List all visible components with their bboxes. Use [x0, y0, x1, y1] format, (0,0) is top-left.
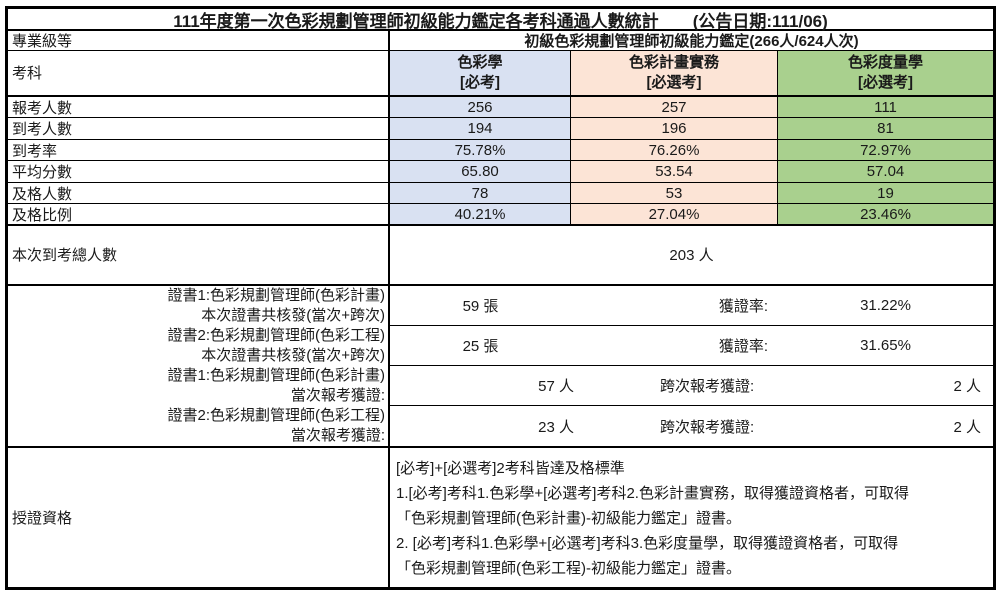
cell-value: 65.80: [390, 161, 571, 182]
cell-value: 57.04: [778, 161, 993, 182]
cert-label: 證書2:色彩規劃管理師(色彩工程) 本次證書共核發(當次+跨次): [8, 325, 390, 366]
cross-session-value: 2 人: [953, 418, 981, 436]
table-row-attendance-rate: 到考率 75.78% 76.26% 72.97%: [8, 139, 993, 162]
column-name: 色彩學: [457, 53, 503, 71]
title-row: 111年度第一次色彩規劃管理師初級能力鑑定各考科通過人數統計 (公告日期:111…: [8, 9, 993, 31]
cross-session-label: 跨次報考獲證:: [660, 418, 755, 436]
row-label: 到考率: [8, 139, 390, 161]
cell-value: 81: [778, 118, 993, 139]
qualification-label: 授證資格: [8, 448, 390, 587]
cert-rate-label: 獲證率:: [718, 297, 768, 315]
cert-rate-value: 31.65%: [860, 336, 911, 354]
column-tag: [必選考]: [858, 73, 913, 91]
cert-count: 59 張: [462, 297, 499, 315]
cert-count: 25 張: [462, 337, 499, 355]
subject-header-row: 考科 色彩學 [必考] 色彩計畫實務 [必選考] 色彩度量學 [必選考]: [8, 51, 993, 97]
total-label: 本次到考總人數: [8, 225, 390, 284]
row-label: 及格人數: [8, 182, 390, 204]
cell-value: 19: [778, 182, 993, 204]
qualification-row: 授證資格 [必考]+[必選考]2考科皆達及格標準 1.[必考]考科1.色彩學+[…: [8, 448, 993, 587]
cert-row-current-2: 證書2:色彩規劃管理師(色彩工程) 當次報考獲證: 23 人 跨次報考獲證: 2…: [8, 406, 993, 448]
total-value: 203 人: [669, 247, 714, 265]
announce-date: (公告日期:111/06): [692, 11, 828, 31]
column-name: 色彩度量學: [847, 53, 923, 71]
cert-row-issued-2: 證書2:色彩規劃管理師(色彩工程) 本次證書共核發(當次+跨次) 25 張 獲證…: [8, 325, 993, 366]
cell-value: 40.21%: [390, 204, 571, 224]
row-label: 到考人數: [8, 118, 390, 139]
cert-label: 證書1:色彩規劃管理師(色彩計畫) 當次報考獲證:: [8, 365, 390, 406]
row-label: 報考人數: [8, 96, 390, 118]
cert-count: 23 人: [538, 418, 574, 436]
cert-rate-label: 獲證率:: [718, 337, 768, 355]
level-value: 初級色彩規劃管理師初級能力鑑定(266人/624人次): [524, 33, 859, 50]
column-header-color-planning: 色彩計畫實務 [必選考]: [571, 51, 778, 95]
cell-value: 196: [571, 118, 778, 139]
cross-session-value: 2 人: [953, 377, 981, 395]
cell-value: 78: [390, 182, 571, 204]
statistics-table: 111年度第一次色彩規劃管理師初級能力鑑定各考科通過人數統計 (公告日期:111…: [5, 6, 996, 590]
level-row: 專業級等 初級色彩規劃管理師初級能力鑑定(266人/624人次): [8, 31, 993, 51]
table-row-pass-rate: 及格比例 40.21% 27.04% 23.46%: [8, 204, 993, 226]
cert-row-issued-1: 證書1:色彩規劃管理師(色彩計畫) 本次證書共核發(當次+跨次) 59 張 獲證…: [8, 285, 993, 326]
cell-value: 111: [778, 96, 993, 118]
column-tag: [必選考]: [646, 73, 702, 91]
cell-value: 53: [571, 182, 778, 204]
cert-row-current-1: 證書1:色彩規劃管理師(色彩計畫) 當次報考獲證: 57 人 跨次報考獲證: 2…: [8, 365, 993, 406]
cell-value: 256: [390, 96, 571, 118]
cell-value: 194: [390, 118, 571, 139]
cert-label: 證書1:色彩規劃管理師(色彩計畫) 本次證書共核發(當次+跨次): [8, 285, 390, 326]
cell-value: 27.04%: [571, 204, 778, 224]
total-attended-row: 本次到考總人數 203 人: [8, 225, 993, 286]
table-row-attended: 到考人數 194 196 81: [8, 118, 993, 140]
column-header-color-measurement: 色彩度量學 [必選考]: [778, 51, 993, 95]
cell-value: 76.26%: [571, 139, 778, 161]
column-header-colorimetry: 色彩學 [必考]: [390, 51, 571, 95]
subjects-label: 考科: [8, 51, 390, 95]
cell-value: 257: [571, 96, 778, 118]
table-row-registered: 報考人數 256 257 111: [8, 96, 993, 119]
cell-value: 72.97%: [778, 139, 993, 161]
table-row-average-score: 平均分數 65.80 53.54 57.04: [8, 161, 993, 183]
row-label: 平均分數: [8, 161, 390, 182]
row-label: 及格比例: [8, 204, 390, 224]
qualification-text: [必考]+[必選考]2考科皆達及格標準 1.[必考]考科1.色彩學+[必選考]考…: [396, 460, 909, 577]
table-row-passed-count: 及格人數 78 53 19: [8, 182, 993, 205]
cell-value: 23.46%: [778, 204, 993, 224]
column-tag: [必考]: [460, 73, 500, 91]
cert-count: 57 人: [538, 377, 574, 395]
cross-session-label: 跨次報考獲證:: [660, 377, 755, 395]
column-name: 色彩計畫實務: [628, 53, 719, 71]
cell-value: 53.54: [571, 161, 778, 182]
cert-label: 證書2:色彩規劃管理師(色彩工程) 當次報考獲證:: [8, 406, 390, 446]
cert-rate-value: 31.22%: [860, 296, 911, 314]
cell-value: 75.78%: [390, 139, 571, 161]
page-title: 111年度第一次色彩規劃管理師初級能力鑑定各考科通過人數統計: [173, 11, 659, 31]
level-label: 專業級等: [8, 31, 390, 50]
